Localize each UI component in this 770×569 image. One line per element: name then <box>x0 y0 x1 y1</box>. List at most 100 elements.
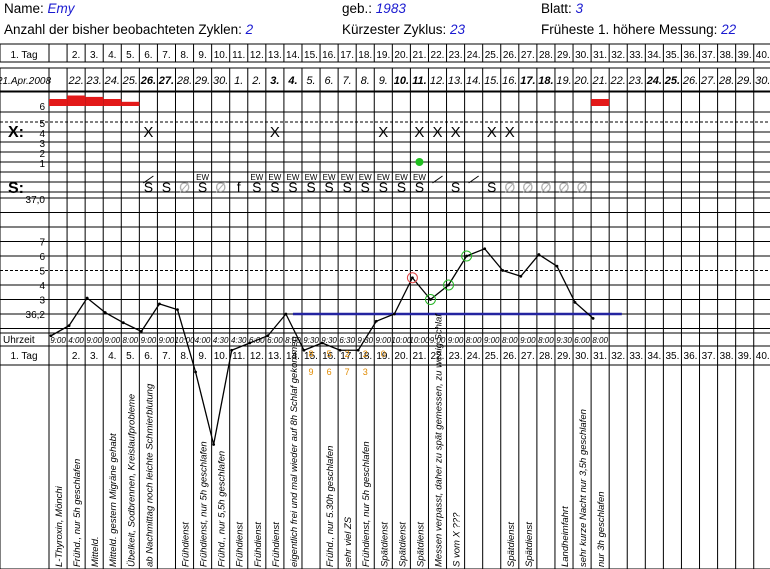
day-number: 22. <box>431 50 445 61</box>
day-number: 13. <box>268 50 282 61</box>
temp-low-label: 36,2 <box>26 310 46 321</box>
green-dot <box>415 158 424 166</box>
bottom-day-number: 21. <box>412 351 426 362</box>
day-note: Landheimfahrt <box>560 506 571 567</box>
day-number: 12. <box>250 50 264 61</box>
s-symbol: S <box>379 179 388 195</box>
date-label: 20. <box>573 75 589 87</box>
day-note: Spätdienst <box>397 522 408 567</box>
date-label: 28. <box>718 75 734 87</box>
time-value: 4:00 <box>195 336 211 345</box>
temperature-point <box>573 301 577 304</box>
date-label: 24. <box>104 75 120 87</box>
day-number: 17. <box>340 50 354 61</box>
circled-measurement <box>406 272 418 284</box>
day-number: 4. <box>108 50 116 61</box>
born-label: geb.: <box>342 1 373 16</box>
day-note: sehr viel ZS <box>343 516 354 567</box>
day-number: 35. <box>665 50 679 61</box>
day-note: Spätdienst <box>415 522 426 567</box>
time-value: 9:30 <box>357 336 373 345</box>
date-label: 28. <box>176 75 192 87</box>
bottom-day-number: 5. <box>126 351 134 362</box>
bottom-day-number: 29. <box>557 351 571 362</box>
time-value: 9:00 <box>376 336 392 345</box>
bottom-day-number: 27. <box>521 351 535 362</box>
temperature-point <box>103 311 107 314</box>
day-number: 18. <box>358 50 372 61</box>
date-label: 8. <box>361 75 370 87</box>
temperature-point <box>85 296 89 300</box>
temperature-point <box>212 443 216 446</box>
bottom-day-number: 2. <box>72 351 80 362</box>
time-value: 6:30 <box>339 336 355 345</box>
s-symbol: S <box>451 179 460 195</box>
bottom-day-number: 14. <box>286 351 300 362</box>
day-number: 40. <box>756 50 770 61</box>
day-number: 28. <box>539 50 553 61</box>
date-label: 15. <box>484 75 499 87</box>
x-mark: X <box>505 124 515 141</box>
bottom-day-number: 23. <box>449 351 463 362</box>
day-note: Spätdienst <box>379 522 390 567</box>
s-symbol: S <box>415 179 424 195</box>
circled-measurement <box>424 294 436 305</box>
day-number: 37. <box>702 50 716 61</box>
date-label: 23. <box>628 75 644 87</box>
date-label: 26. <box>682 75 698 87</box>
s-symbol: Ø <box>215 179 226 195</box>
date-label: 9. <box>379 75 388 87</box>
earliest-measure-value: 22 <box>721 22 737 37</box>
date-label: 29. <box>194 75 210 87</box>
day-note: Frühdienst <box>181 522 192 567</box>
s-symbol: S <box>397 179 406 195</box>
temperature-point <box>302 348 306 352</box>
bottom-day-number: 34. <box>647 351 661 362</box>
temperature-point <box>429 298 432 301</box>
x-axis-label: 1 <box>39 159 45 170</box>
orange-note: 9 <box>309 367 314 377</box>
time-value: 8:00 <box>285 336 301 345</box>
time-value: 10:00 <box>409 336 430 345</box>
bottom-day-number: 40. <box>756 351 770 362</box>
time-value: 9:00 <box>159 336 175 345</box>
earliest-measure-field: Früheste 1. höhere Messung: 22 <box>541 22 736 37</box>
bleeding-bar <box>103 99 122 106</box>
temperature-point <box>230 348 234 352</box>
s-superscript: EW <box>413 173 426 182</box>
date-label: 25. <box>664 75 680 87</box>
date-label: 1. <box>234 75 243 87</box>
bottom-day-number: 12. <box>250 351 264 362</box>
sheet-value: 3 <box>575 1 584 16</box>
temperature-point <box>356 348 360 352</box>
day-number: 15. <box>304 50 318 61</box>
date-label: 27. <box>158 75 174 87</box>
temperature-point <box>266 334 270 338</box>
day-note: Frühdienst, nur 5h geschlafen <box>199 441 210 567</box>
day-note: Frühdienst <box>271 522 282 567</box>
bottom-day-number: 35. <box>665 351 679 362</box>
orange-note: 7 <box>345 367 350 377</box>
time-value: 9:00 <box>448 336 464 345</box>
temperature-point <box>121 321 125 325</box>
bottom-day-number: 7. <box>162 351 170 362</box>
s-symbol: S <box>324 179 333 195</box>
circled-measurement <box>443 279 455 291</box>
day-note: Frühdienst <box>235 522 246 567</box>
day-number: 19. <box>376 50 390 61</box>
time-value: 9:00 <box>520 336 536 345</box>
born-field: geb.: 1983 <box>342 1 406 16</box>
day-number: 5. <box>126 50 134 61</box>
time-value: 6:00 <box>574 336 590 345</box>
shortest-cycle-field: Kürzester Zyklus: 23 <box>342 22 465 37</box>
date-label: 30. <box>755 75 770 87</box>
time-row-label: Uhrzeit <box>3 335 35 346</box>
s-superscript: EW <box>359 173 372 182</box>
date-label: 13. <box>448 75 463 87</box>
day-number: 38. <box>720 50 734 61</box>
s-superscript: EW <box>268 173 281 182</box>
day-number: 25. <box>485 50 499 61</box>
orange-note: 3 <box>363 367 368 377</box>
s-symbol: S <box>487 179 496 195</box>
